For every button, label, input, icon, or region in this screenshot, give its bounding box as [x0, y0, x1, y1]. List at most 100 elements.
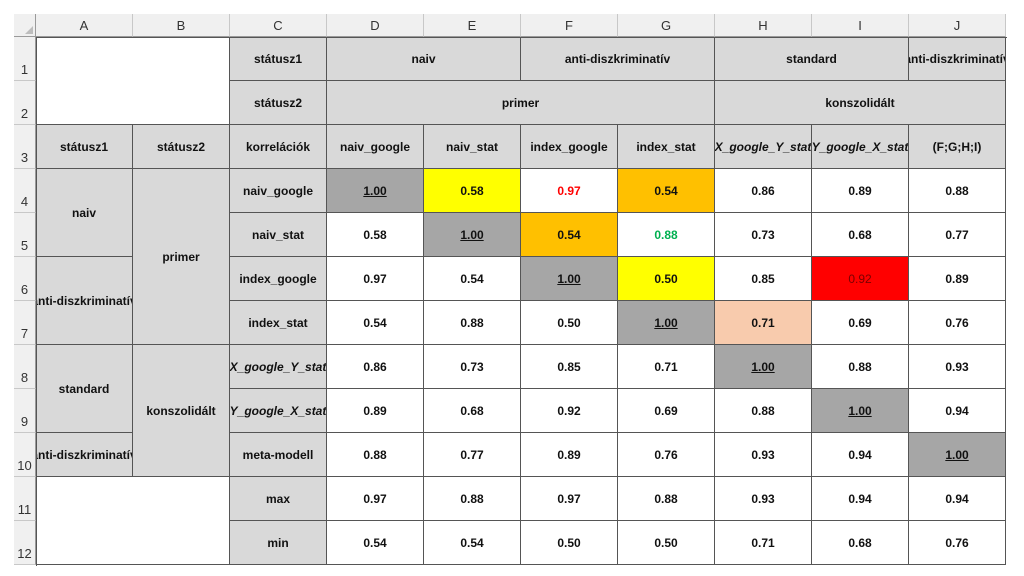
cell-i6-value[interactable]: 0.92: [812, 257, 909, 301]
cell-c1-statusz1[interactable]: státusz1: [230, 37, 327, 81]
cell-j8-value[interactable]: 0.93: [909, 345, 1006, 389]
group-statusz2-primer[interactable]: primer: [133, 169, 230, 345]
cell-j7-value[interactable]: 0.76: [909, 301, 1006, 345]
row-label-naiv-stat[interactable]: naiv_stat: [230, 213, 327, 257]
cell-f6-value[interactable]: 1.00: [521, 257, 618, 301]
cell-d2-primer[interactable]: primer: [327, 81, 715, 125]
cell-h1-standard[interactable]: standard: [715, 37, 909, 81]
cell-d11-value[interactable]: 0.97: [327, 477, 424, 521]
row-label-x-google-y-stat[interactable]: X_google_Y_stat: [230, 345, 327, 389]
cell-d7-value[interactable]: 0.54: [327, 301, 424, 345]
cell-a3-header[interactable]: státusz1: [36, 125, 133, 169]
column-header-a[interactable]: A: [36, 14, 133, 37]
row-label-naiv-google[interactable]: naiv_google: [230, 169, 327, 213]
empty-cell-block-a1-b2[interactable]: [36, 37, 230, 125]
group-statusz1-anti-diszkriminativ-2[interactable]: anti-diszkriminatív: [36, 433, 133, 477]
cell-f12-value[interactable]: 0.50: [521, 521, 618, 565]
cell-f1-anti-diszkriminativ[interactable]: anti-diszkriminatív: [521, 37, 715, 81]
cell-d8-value[interactable]: 0.86: [327, 345, 424, 389]
cell-j6-value[interactable]: 0.89: [909, 257, 1006, 301]
column-header-e[interactable]: E: [424, 14, 521, 37]
cell-g4-value[interactable]: 0.54: [618, 169, 715, 213]
cell-g11-value[interactable]: 0.88: [618, 477, 715, 521]
cell-f8-value[interactable]: 0.85: [521, 345, 618, 389]
cell-f9-value[interactable]: 0.92: [521, 389, 618, 433]
cell-d4-value[interactable]: 1.00: [327, 169, 424, 213]
row-label-min[interactable]: min: [230, 521, 327, 565]
cell-j1-anti-diszkriminativ[interactable]: anti-diszkriminatív: [909, 37, 1006, 81]
row-label-index-stat[interactable]: index_stat: [230, 301, 327, 345]
cell-i7-value[interactable]: 0.69: [812, 301, 909, 345]
select-all-corner[interactable]: [14, 14, 36, 37]
column-header-i[interactable]: I: [812, 14, 909, 37]
cell-g9-value[interactable]: 0.69: [618, 389, 715, 433]
cell-i5-value[interactable]: 0.68: [812, 213, 909, 257]
row-label-y-google-x-stat[interactable]: Y_google_X_stat: [230, 389, 327, 433]
cell-f5-value[interactable]: 0.54: [521, 213, 618, 257]
cell-h10-value[interactable]: 0.93: [715, 433, 812, 477]
row-header-3[interactable]: 3: [14, 125, 36, 169]
row-header-6[interactable]: 6: [14, 257, 36, 301]
cell-b3-header[interactable]: státusz2: [133, 125, 230, 169]
cell-e4-value[interactable]: 0.58: [424, 169, 521, 213]
cell-f11-value[interactable]: 0.97: [521, 477, 618, 521]
cell-g10-value[interactable]: 0.76: [618, 433, 715, 477]
group-statusz1-naiv[interactable]: naiv: [36, 169, 133, 257]
cell-e6-value[interactable]: 0.54: [424, 257, 521, 301]
row-header-1[interactable]: 1: [14, 37, 36, 81]
cell-h3-header[interactable]: X_google_Y_stat: [715, 125, 812, 169]
row-header-8[interactable]: 8: [14, 345, 36, 389]
group-statusz2-konszolidalt[interactable]: konszolidált: [133, 345, 230, 477]
cell-e8-value[interactable]: 0.73: [424, 345, 521, 389]
cell-f10-value[interactable]: 0.89: [521, 433, 618, 477]
empty-cell-block-a11-b12[interactable]: [36, 477, 230, 565]
cell-d9-value[interactable]: 0.89: [327, 389, 424, 433]
group-statusz1-anti-diszkriminativ[interactable]: anti-diszkriminatív: [36, 257, 133, 345]
cell-d10-value[interactable]: 0.88: [327, 433, 424, 477]
row-header-11[interactable]: 11: [14, 477, 36, 521]
cell-h2-konszolidalt[interactable]: konszolidált: [715, 81, 1006, 125]
cell-d12-value[interactable]: 0.54: [327, 521, 424, 565]
cell-j11-value[interactable]: 0.94: [909, 477, 1006, 521]
cell-d1-naiv[interactable]: naiv: [327, 37, 521, 81]
cell-e11-value[interactable]: 0.88: [424, 477, 521, 521]
cell-j5-value[interactable]: 0.77: [909, 213, 1006, 257]
row-header-4[interactable]: 4: [14, 169, 36, 213]
cell-h7-value[interactable]: 0.71: [715, 301, 812, 345]
row-label-max[interactable]: max: [230, 477, 327, 521]
row-header-10[interactable]: 10: [14, 433, 36, 477]
cell-g12-value[interactable]: 0.50: [618, 521, 715, 565]
cell-i11-value[interactable]: 0.94: [812, 477, 909, 521]
row-header-2[interactable]: 2: [14, 81, 36, 125]
row-header-7[interactable]: 7: [14, 301, 36, 345]
cell-i8-value[interactable]: 0.88: [812, 345, 909, 389]
cell-f7-value[interactable]: 0.50: [521, 301, 618, 345]
cell-e3-header[interactable]: naiv_stat: [424, 125, 521, 169]
row-header-9[interactable]: 9: [14, 389, 36, 433]
cell-h4-value[interactable]: 0.86: [715, 169, 812, 213]
cell-d3-header[interactable]: naiv_google: [327, 125, 424, 169]
cell-i3-header[interactable]: Y_google_X_stat: [812, 125, 909, 169]
cell-e12-value[interactable]: 0.54: [424, 521, 521, 565]
cell-i12-value[interactable]: 0.68: [812, 521, 909, 565]
cell-j3-header[interactable]: (F;G;H;I): [909, 125, 1006, 169]
cell-c3-header[interactable]: korrelációk: [230, 125, 327, 169]
cell-i4-value[interactable]: 0.89: [812, 169, 909, 213]
cell-g8-value[interactable]: 0.71: [618, 345, 715, 389]
cell-h6-value[interactable]: 0.85: [715, 257, 812, 301]
column-header-h[interactable]: H: [715, 14, 812, 37]
cell-g5-value[interactable]: 0.88: [618, 213, 715, 257]
cell-j9-value[interactable]: 0.94: [909, 389, 1006, 433]
column-header-b[interactable]: B: [133, 14, 230, 37]
cell-d5-value[interactable]: 0.58: [327, 213, 424, 257]
cell-h12-value[interactable]: 0.71: [715, 521, 812, 565]
cell-c2-statusz2[interactable]: státusz2: [230, 81, 327, 125]
row-header-12[interactable]: 12: [14, 521, 36, 565]
cell-e5-value[interactable]: 1.00: [424, 213, 521, 257]
cell-i9-value[interactable]: 1.00: [812, 389, 909, 433]
row-label-meta-modell[interactable]: meta-modell: [230, 433, 327, 477]
column-header-c[interactable]: C: [230, 14, 327, 37]
cell-g3-header[interactable]: index_stat: [618, 125, 715, 169]
cell-f4-value[interactable]: 0.97: [521, 169, 618, 213]
cell-e7-value[interactable]: 0.88: [424, 301, 521, 345]
